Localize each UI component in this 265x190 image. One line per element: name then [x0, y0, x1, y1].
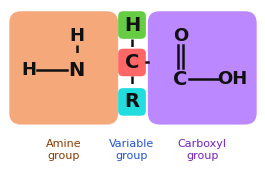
Text: C: C — [173, 70, 188, 89]
Text: H: H — [124, 16, 140, 35]
FancyBboxPatch shape — [148, 11, 257, 125]
Text: H: H — [69, 27, 84, 45]
Text: H: H — [21, 61, 36, 79]
FancyBboxPatch shape — [118, 11, 146, 39]
FancyBboxPatch shape — [118, 49, 146, 76]
Text: Amine
group: Amine group — [46, 139, 82, 161]
Text: O: O — [173, 27, 188, 45]
Text: Carboxyl
group: Carboxyl group — [178, 139, 227, 161]
FancyBboxPatch shape — [118, 88, 146, 116]
Text: R: R — [125, 92, 139, 111]
FancyBboxPatch shape — [9, 11, 118, 125]
Text: OH: OH — [218, 70, 248, 88]
Text: C: C — [125, 53, 139, 72]
Text: N: N — [69, 61, 85, 80]
Text: Variable
group: Variable group — [109, 139, 155, 161]
